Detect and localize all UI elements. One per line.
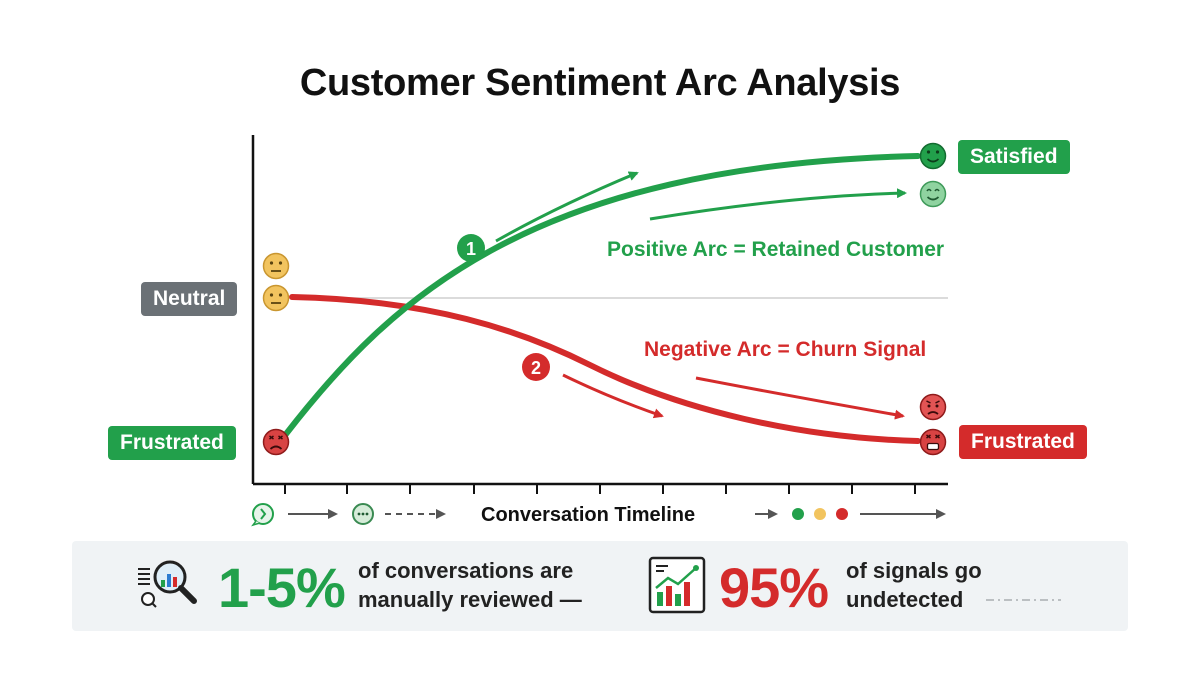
reviewed-percentage: 1-5% — [218, 556, 346, 619]
positive-sentiment-dot — [792, 508, 804, 520]
neutral-face-icon — [262, 284, 290, 312]
neutral-sentiment-dot — [814, 508, 826, 520]
frustrated-face-icon — [262, 428, 290, 456]
chat-bubble-icon — [251, 503, 274, 527]
positive-arc-label: Positive Arc = Retained Customer — [607, 238, 945, 261]
undetected-description: of signals go undetected — [846, 556, 982, 614]
negative-sentiment-dot — [836, 508, 848, 520]
chat-bubble-icon — [352, 503, 374, 525]
reviewed-description: of conversations are manually reviewed — — [358, 556, 582, 614]
negative-arc-curve — [289, 294, 921, 444]
churn-direction-arrow — [695, 376, 905, 420]
magnifier-chart-icon — [138, 560, 197, 608]
negative-arc-label: Negative Arc = Churn Signal — [644, 338, 927, 361]
positive-arc-marker: 1 — [457, 234, 485, 262]
timeline-label: Conversation Timeline — [481, 504, 696, 526]
negative-arc-number: 2 — [531, 358, 541, 378]
smiling-face-icon — [919, 180, 947, 208]
x-axis-ticks — [284, 484, 916, 494]
frustrated-face-icon — [919, 428, 947, 456]
positive-arc-number: 1 — [466, 239, 476, 259]
positive-direction-arrow — [495, 171, 639, 243]
satisfied-level-badge: Satisfied — [958, 140, 1070, 174]
undetected-line-1: of signals go — [846, 558, 982, 583]
reviewed-line-2: manually reviewed — — [358, 587, 582, 612]
neutral-level-badge: Neutral — [141, 282, 238, 316]
analytics-chart-icon — [648, 556, 706, 614]
dashed-trail-decoration — [986, 599, 1061, 601]
stats-banner: 1-5% of conversations are manually revie… — [72, 541, 1128, 631]
negative-arc-marker: 2 — [522, 353, 550, 381]
neutral-face-icon — [262, 252, 290, 280]
frustrated-start-badge: Frustrated — [108, 426, 236, 460]
negative-direction-arrow — [562, 373, 664, 419]
undetected-line-2: undetected — [846, 587, 964, 612]
satisfied-face-icon — [919, 142, 947, 170]
frustrated-end-badge: Frustrated — [959, 425, 1087, 459]
undetected-percentage: 95% — [719, 556, 829, 619]
page-title: Customer Sentiment Arc Analysis — [299, 62, 901, 104]
satisfied-direction-arrow — [649, 188, 907, 221]
reviewed-line-1: of conversations are — [358, 558, 574, 583]
worried-face-icon — [919, 393, 947, 421]
positive-arc-curve — [283, 153, 921, 437]
